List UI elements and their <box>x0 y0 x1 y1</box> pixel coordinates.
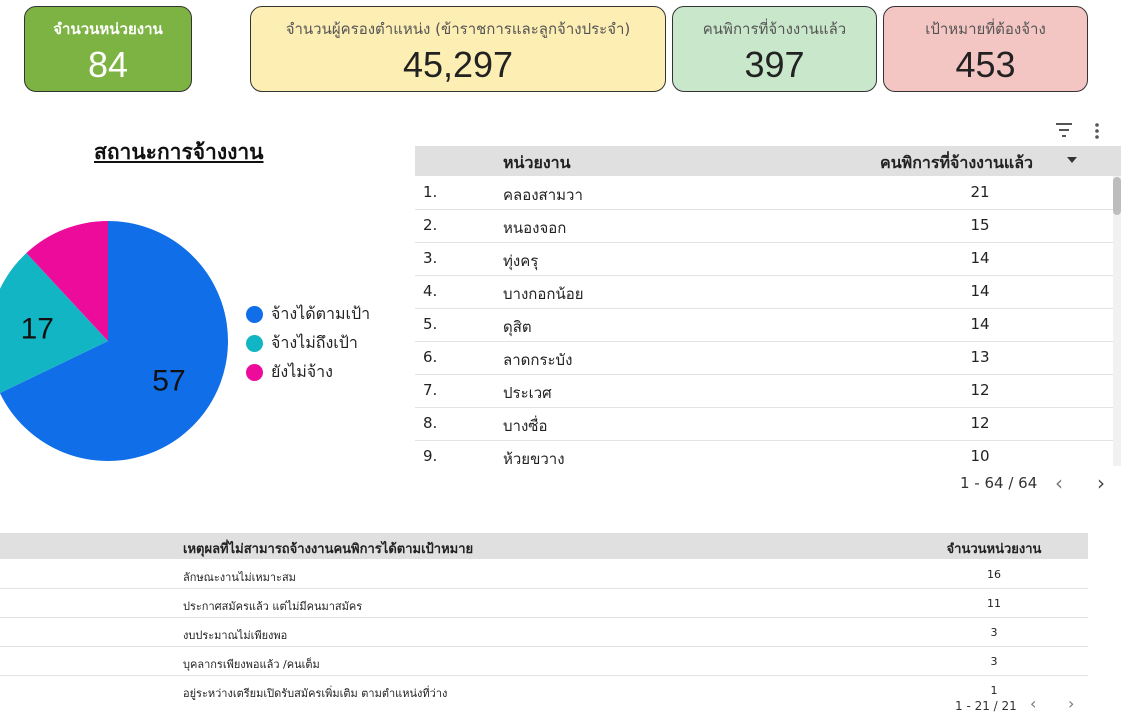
more-options-icon[interactable] <box>1095 123 1099 139</box>
row-agency: ดุสิต <box>503 318 532 336</box>
kpi-card-target: เป้าหมายที่ต้องจ้าง 453 <box>883 6 1088 92</box>
kpi-card-agencies: จำนวนหน่วยงาน 84 <box>24 6 192 92</box>
column-header-reason[interactable]: เหตุผลที่ไม่สามารถจ้างงานคนพิการได้ตามเป… <box>183 542 474 557</box>
kpi-label: จำนวนผู้ครองตำแหน่ง (ข้าราชการและลูกจ้าง… <box>285 20 631 38</box>
kpi-card-hired: คนพิการที่จ้างงานแล้ว 397 <box>672 6 877 92</box>
table-row[interactable]: 6. ลาดกระบัง 13 <box>415 341 1113 375</box>
table-toolbar <box>1056 123 1099 139</box>
row-reason: อยู่ระหว่างเตรียมเปิดรับสมัครเพิ่มเติม ต… <box>183 687 448 700</box>
row-index: 1. <box>423 183 438 201</box>
next-page-icon[interactable]: › <box>1068 694 1075 713</box>
filter-icon[interactable] <box>1056 123 1072 137</box>
row-count: 14 <box>970 249 990 267</box>
table-row[interactable]: 2. หนองจอก 15 <box>415 209 1113 243</box>
table-row[interactable]: 5. ดุสิต 14 <box>415 308 1113 342</box>
column-header-agency-count[interactable]: จำนวนหน่วยงาน <box>946 542 1042 557</box>
row-count: 14 <box>970 315 990 333</box>
previous-page-icon[interactable]: ‹ <box>1030 694 1037 713</box>
row-reason: บุคลากรเพียงพอแล้ว /คนเต็ม <box>183 658 320 671</box>
table-row[interactable]: 3. ทุ่งครุ 14 <box>415 242 1113 276</box>
table-header: เหตุผลที่ไม่สามารถจ้างงานคนพิการได้ตามเป… <box>0 533 1088 559</box>
row-index: 6. <box>423 348 438 366</box>
row-count: 3 <box>990 655 998 668</box>
row-index: 7. <box>423 381 438 399</box>
table-row[interactable]: บุคลากรเพียงพอแล้ว /คนเต็ม 3 <box>0 647 1088 676</box>
row-count: 16 <box>987 568 1001 581</box>
row-count: 10 <box>970 447 990 465</box>
table-row[interactable]: 4. บางกอกน้อย 14 <box>415 275 1113 309</box>
kpi-value: 397 <box>744 44 805 85</box>
row-agency: คลองสามวา <box>503 186 583 204</box>
column-header-agency[interactable]: หน่วยงาน <box>503 153 571 172</box>
row-agency: บางซื่อ <box>503 417 548 435</box>
legend-swatch <box>246 335 263 352</box>
kpi-value: 84 <box>87 44 129 85</box>
row-count: 14 <box>970 282 990 300</box>
kpi-label: จำนวนหน่วยงาน <box>53 20 163 38</box>
row-count: 12 <box>970 381 990 399</box>
legend-swatch <box>246 364 263 381</box>
table-row[interactable]: 8. บางซื่อ 12 <box>415 407 1113 441</box>
table-row[interactable]: งบประมาณไม่เพียงพอ 3 <box>0 618 1088 647</box>
row-count: 13 <box>970 348 990 366</box>
scrollbar-track[interactable] <box>1113 176 1121 466</box>
row-count: 12 <box>970 414 990 432</box>
pie-slice-1[interactable] <box>0 253 108 394</box>
sort-descending-icon[interactable] <box>1067 157 1077 163</box>
row-agency: ลาดกระบัง <box>503 351 573 369</box>
kpi-value: 45,297 <box>402 44 514 85</box>
legend-item-not-hired[interactable]: ยังไม่จ้าง <box>246 360 333 385</box>
row-reason: ลักษณะงานไม่เหมาะสม <box>183 571 296 584</box>
kpi-label: คนพิการที่จ้างงานแล้ว <box>702 20 847 38</box>
kpi-label: เป้าหมายที่ต้องจ้าง <box>925 20 1046 38</box>
row-count: 15 <box>970 216 990 234</box>
pagination-text: 1 - 21 / 21 <box>955 699 1017 713</box>
column-header-hired[interactable]: คนพิการที่จ้างงานแล้ว <box>880 153 1034 172</box>
legend-swatch <box>246 306 263 323</box>
row-agency: บางกอกน้อย <box>503 285 584 303</box>
row-index: 2. <box>423 216 438 234</box>
pie-chart: 57 17 <box>0 221 229 461</box>
table-header: หน่วยงาน คนพิการที่จ้างงานแล้ว <box>415 146 1121 176</box>
legend-label: จ้างได้ตามเป้า <box>271 304 371 323</box>
table-row[interactable]: ประกาศสมัครแล้ว แต่ไม่มีคนมาสมัคร 11 <box>0 589 1088 618</box>
pagination-text: 1 - 64 / 64 <box>960 474 1038 492</box>
row-index: 9. <box>423 447 438 465</box>
row-index: 5. <box>423 315 438 333</box>
kpi-card-positions: จำนวนผู้ครองตำแหน่ง (ข้าราชการและลูกจ้าง… <box>250 6 666 92</box>
pie-slice-0[interactable] <box>0 221 229 461</box>
table-row[interactable]: อยู่ระหว่างเตรียมเปิดรับสมัครเพิ่มเติม ต… <box>0 676 1088 704</box>
row-index: 4. <box>423 282 438 300</box>
row-reason: งบประมาณไม่เพียงพอ <box>183 629 288 642</box>
previous-page-icon[interactable]: ‹ <box>1055 471 1063 495</box>
row-count: 21 <box>970 183 990 201</box>
kpi-value: 453 <box>955 44 1016 85</box>
legend-label: ยังไม่จ้าง <box>271 362 333 381</box>
row-count: 3 <box>990 626 998 639</box>
row-reason: ประกาศสมัครแล้ว แต่ไม่มีคนมาสมัคร <box>183 600 363 613</box>
pie-data-label-1: 17 <box>21 313 54 346</box>
pie-data-label-0: 57 <box>152 364 185 397</box>
chart-title: สถานะการจ้างงาน <box>94 140 264 164</box>
legend-item-below-target[interactable]: จ้างไม่ถึงเป้า <box>246 331 358 356</box>
row-index: 8. <box>423 414 438 432</box>
table-row[interactable]: 7. ประเวศ 12 <box>415 374 1113 408</box>
row-agency: ทุ่งครุ <box>503 252 539 270</box>
row-agency: ประเวศ <box>503 384 552 402</box>
pie-slice-2[interactable] <box>26 221 108 341</box>
row-agency: ห้วยขวาง <box>503 450 565 468</box>
row-index: 3. <box>423 249 438 267</box>
table-row[interactable]: ลักษณะงานไม่เหมาะสม 16 <box>0 560 1088 589</box>
row-count: 11 <box>987 597 1001 610</box>
table-row[interactable]: 1. คลองสามวา 21 <box>415 176 1113 210</box>
legend-label: จ้างไม่ถึงเป้า <box>271 333 358 352</box>
row-count: 1 <box>990 684 998 697</box>
legend-item-on-target[interactable]: จ้างได้ตามเป้า <box>246 302 370 327</box>
next-page-icon[interactable]: › <box>1097 471 1105 495</box>
row-agency: หนองจอก <box>503 219 567 237</box>
table-row[interactable]: 9. ห้วยขวาง 10 <box>415 440 1113 468</box>
scrollbar-thumb[interactable] <box>1113 177 1121 215</box>
